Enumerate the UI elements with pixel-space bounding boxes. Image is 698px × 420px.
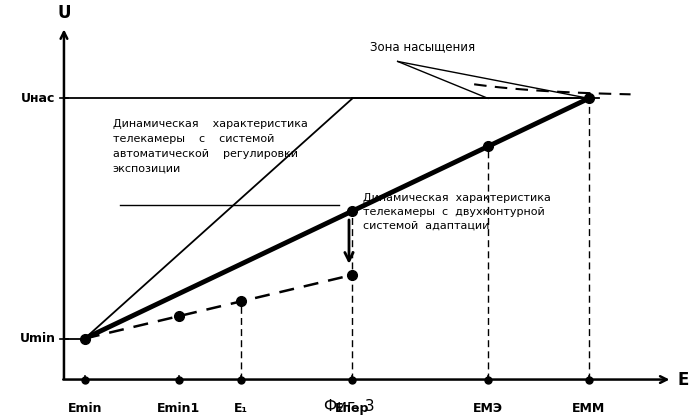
Text: Umin: Umin: [20, 332, 56, 345]
Text: Eпер: Eпер: [335, 402, 370, 415]
Text: Emin1: Emin1: [157, 402, 200, 415]
Text: E₁: E₁: [235, 402, 248, 415]
Text: Emin: Emin: [68, 402, 102, 415]
Text: Динамическая  характеристика
телекамеры  с  двухконтурной
системой  адаптации: Динамическая характеристика телекамеры с…: [363, 193, 551, 231]
Text: Зона насыщения: Зона насыщения: [370, 40, 475, 53]
Text: Uнас: Uнас: [21, 92, 56, 105]
Text: Динамическая    характеристика
телекамеры    с    системой
автоматической    рег: Динамическая характеристика телекамеры с…: [112, 119, 308, 173]
Text: EМЭ: EМЭ: [473, 402, 503, 415]
Text: Фиг. 3: Фиг. 3: [324, 399, 374, 415]
Text: E: E: [678, 370, 689, 388]
Text: EММ: EММ: [572, 402, 605, 415]
Text: U: U: [57, 5, 70, 22]
